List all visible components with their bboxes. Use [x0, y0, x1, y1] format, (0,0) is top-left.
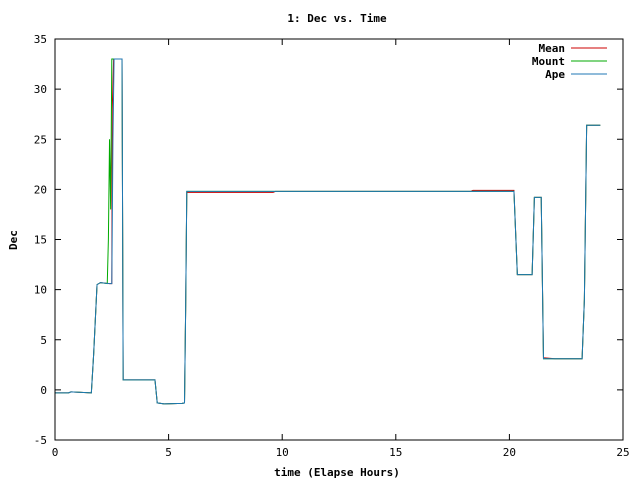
x-tick-label: 20: [503, 446, 516, 459]
ticks-layer: 0 5 10 15 20 25 -5 0 5 10 15 20 25 30 35: [34, 33, 630, 459]
x-tick-label: 25: [616, 446, 629, 459]
y-tick-label: 0: [40, 384, 47, 397]
y-tick-label: -5: [34, 434, 47, 447]
y-tick-label: 10: [34, 284, 47, 297]
chart-title: 1: Dec vs. Time: [287, 12, 387, 25]
y-axis-label: Dec: [7, 230, 20, 250]
legend-label-mean: Mean: [539, 42, 566, 55]
y-tick-label: 25: [34, 133, 47, 146]
plot-frame: [54, 38, 624, 441]
y-tick-label: 15: [34, 234, 47, 247]
x-tick-label: 15: [389, 446, 402, 459]
y-tick-label: 5: [40, 334, 47, 347]
x-tick-label: 5: [165, 446, 172, 459]
series-line-mean: [55, 58, 601, 405]
y-tick-label: 20: [34, 183, 47, 196]
x-tick-label: 0: [52, 446, 59, 459]
series-layer: [55, 58, 601, 405]
x-axis-label: time (Elapse Hours): [274, 466, 400, 479]
series-line-mount: [55, 58, 601, 405]
legend-label-ape: Ape: [545, 68, 565, 81]
series-line-ape: [55, 58, 601, 405]
y-tick-label: 30: [34, 83, 47, 96]
y-tick-label: 35: [34, 33, 47, 46]
legend-label-mount: Mount: [532, 55, 565, 68]
x-tick-label: 10: [276, 446, 289, 459]
